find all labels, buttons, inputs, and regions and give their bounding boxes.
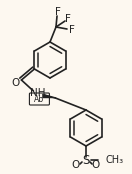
Text: Ab: Ab: [34, 94, 44, 104]
FancyBboxPatch shape: [29, 93, 49, 105]
Text: O: O: [11, 78, 20, 88]
Text: NH: NH: [30, 88, 45, 98]
Text: S: S: [82, 155, 90, 168]
Text: F: F: [69, 25, 75, 35]
Text: CH₃: CH₃: [105, 155, 123, 165]
Text: F: F: [65, 14, 71, 24]
Text: O: O: [72, 160, 80, 170]
Text: F: F: [55, 7, 61, 17]
Text: O: O: [92, 160, 100, 170]
Polygon shape: [42, 94, 55, 98]
